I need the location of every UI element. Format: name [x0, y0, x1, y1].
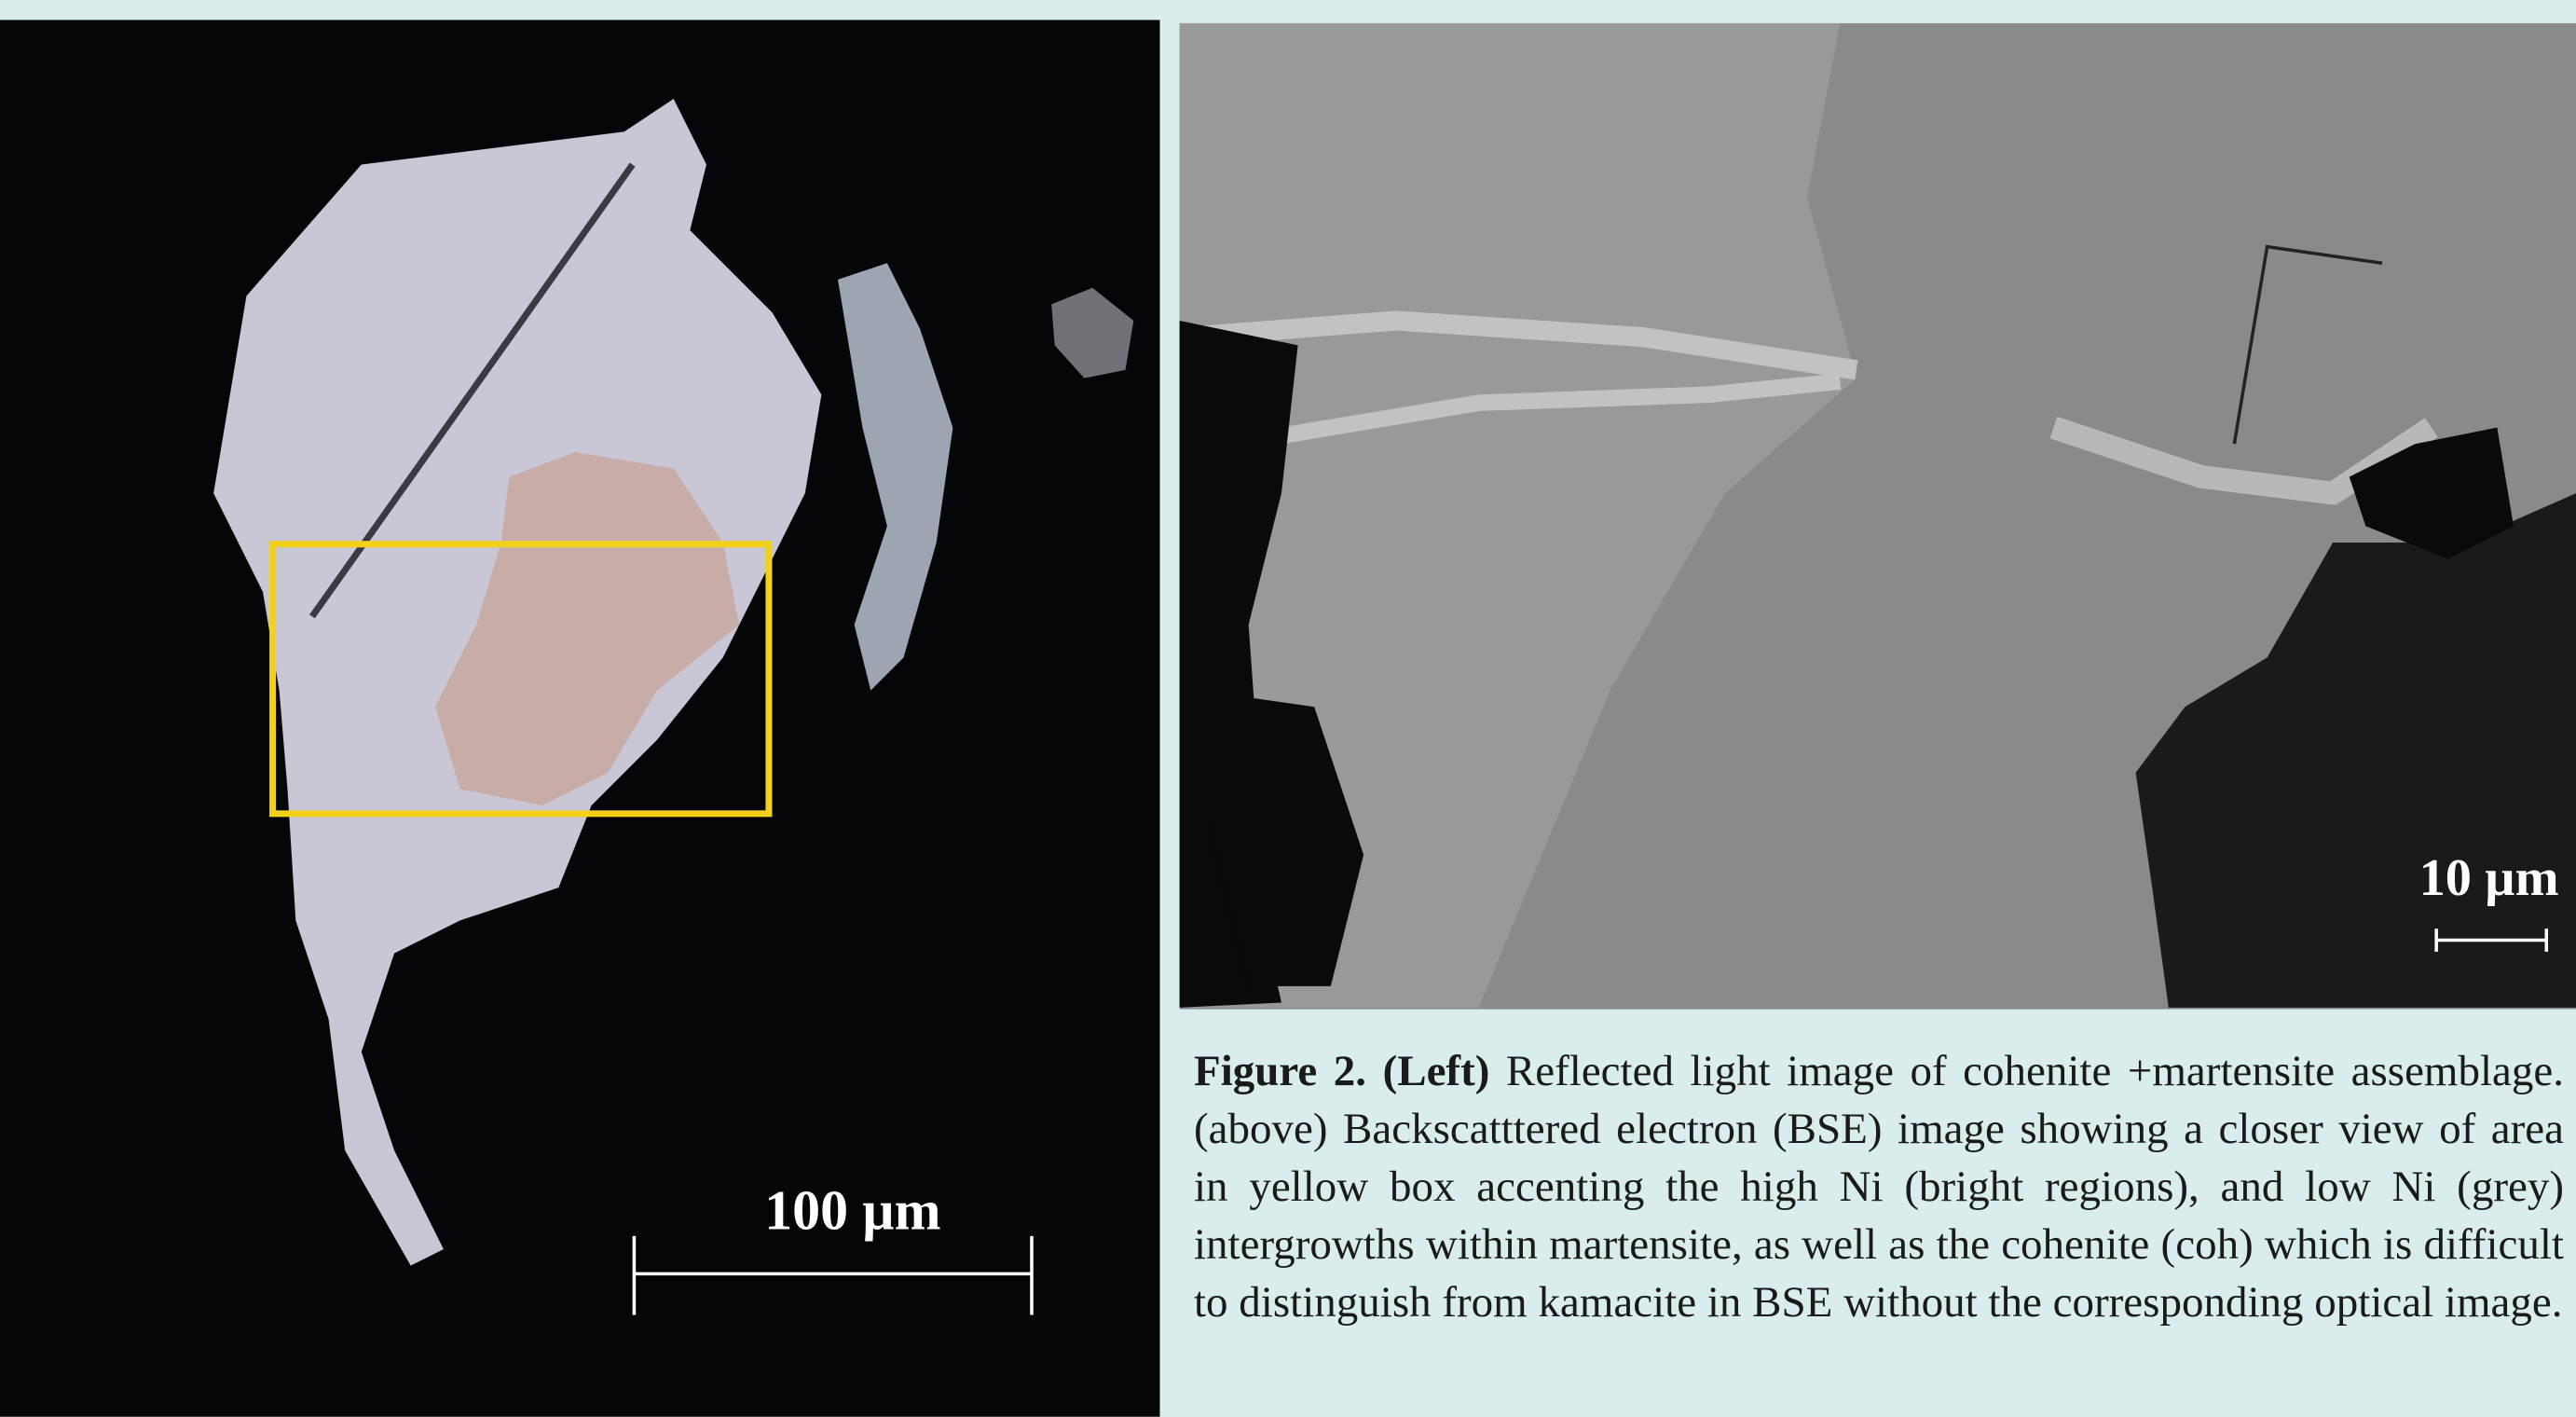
caption: Figure 2. (Left) Reflected light image o… [1194, 1042, 2564, 1331]
caption-label: Figure 2. [1194, 1047, 1366, 1095]
scale-label: 100 µm [764, 1179, 940, 1241]
scale-label: 10 µm [2419, 849, 2559, 907]
page: 100 µm 10 µm Figure 2. (Left) Reflected … [0, 0, 2576, 1417]
caption-left: (Left) [1383, 1047, 1490, 1095]
